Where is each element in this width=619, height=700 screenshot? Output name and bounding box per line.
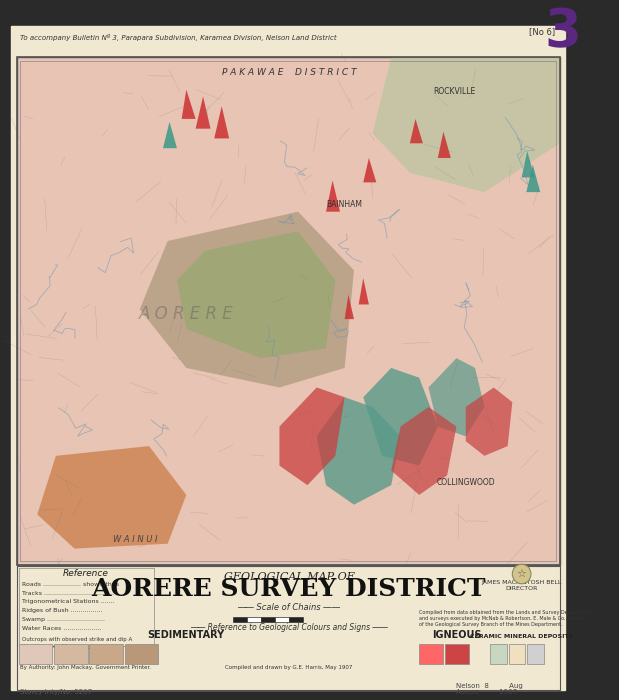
Text: Outcrops with observed strike and dip A: Outcrops with observed strike and dip A xyxy=(22,638,132,643)
Text: Compiled from data obtained from the Lands and Survey Department,
and surveys ex: Compiled from data obtained from the Lan… xyxy=(419,610,592,626)
Polygon shape xyxy=(410,119,423,144)
Polygon shape xyxy=(345,295,354,319)
Circle shape xyxy=(513,564,531,584)
Text: Aorere         1907: Aorere 1907 xyxy=(456,689,517,695)
Text: Workings or Mines    △: Workings or Mines △ xyxy=(22,644,93,649)
Bar xyxy=(125,644,158,664)
Bar xyxy=(445,644,469,664)
Text: Storey Inty/No. 5267: Storey Inty/No. 5267 xyxy=(20,689,93,695)
Text: Water Races ...................: Water Races ................... xyxy=(22,626,102,631)
Polygon shape xyxy=(438,132,451,158)
Text: JAMES MACKINTOSH BELL
DIRECTOR: JAMES MACKINTOSH BELL DIRECTOR xyxy=(482,580,562,591)
Text: ☆: ☆ xyxy=(517,569,527,579)
Text: Roads ................... shown thus: Roads ................... shown thus xyxy=(22,582,119,587)
Bar xyxy=(247,617,261,622)
Polygon shape xyxy=(363,158,376,183)
Bar xyxy=(527,644,544,664)
Polygon shape xyxy=(363,368,438,466)
Polygon shape xyxy=(163,122,177,148)
Bar xyxy=(19,644,52,664)
Bar xyxy=(89,644,123,664)
Polygon shape xyxy=(177,231,335,358)
Polygon shape xyxy=(196,97,210,129)
Bar xyxy=(19,568,154,646)
Text: SEDIMENTARY: SEDIMENTARY xyxy=(148,631,225,640)
Polygon shape xyxy=(391,407,456,495)
Text: By Authority: John Mackay, Government Printer.: By Authority: John Mackay, Government Pr… xyxy=(20,665,152,670)
Polygon shape xyxy=(428,358,485,436)
Text: AORERE SURVEY DISTRICT: AORERE SURVEY DISTRICT xyxy=(92,577,486,601)
Polygon shape xyxy=(526,164,540,193)
Bar xyxy=(289,617,303,622)
Text: IGNEOUS: IGNEOUS xyxy=(431,631,481,640)
Text: CERAMIC MINERAL DEPOSITS: CERAMIC MINERAL DEPOSITS xyxy=(470,634,573,640)
Text: ―― Scale of Chains ――: ―― Scale of Chains ―― xyxy=(237,603,340,612)
Bar xyxy=(509,644,526,664)
Polygon shape xyxy=(358,278,369,304)
Bar xyxy=(490,644,507,664)
Polygon shape xyxy=(37,446,186,549)
Polygon shape xyxy=(279,388,345,485)
Text: 3: 3 xyxy=(545,6,582,59)
Bar xyxy=(17,57,560,565)
Polygon shape xyxy=(373,57,560,192)
Polygon shape xyxy=(140,211,354,388)
Text: A O R E R E: A O R E R E xyxy=(139,305,234,323)
Text: BAINHAM: BAINHAM xyxy=(327,199,363,209)
Bar xyxy=(17,57,560,565)
Bar xyxy=(275,617,289,622)
Text: P A K A W A E    D I S T R I C T: P A K A W A E D I S T R I C T xyxy=(222,68,356,77)
Bar xyxy=(54,644,87,664)
Text: To accompany Bulletin Nº 3, Parapara Subdivision, Karamea Division, Nelson Land : To accompany Bulletin Nº 3, Parapara Sub… xyxy=(20,34,337,41)
Bar xyxy=(419,644,443,664)
Text: GEOLOGICAL MAP OF: GEOLOGICAL MAP OF xyxy=(223,572,354,582)
Polygon shape xyxy=(181,90,196,119)
Bar xyxy=(261,617,275,622)
Polygon shape xyxy=(522,151,535,178)
Text: Tracks ...................................: Tracks .................................… xyxy=(22,591,115,596)
Bar xyxy=(17,566,560,690)
Text: [No 6]: [No 6] xyxy=(529,27,555,36)
Text: Reference: Reference xyxy=(63,569,109,578)
Text: Trigonometrical Stations .......: Trigonometrical Stations ....... xyxy=(22,599,115,604)
Text: W A I N U I: W A I N U I xyxy=(113,535,157,544)
Bar xyxy=(233,617,247,622)
Polygon shape xyxy=(326,181,340,211)
Polygon shape xyxy=(317,397,400,505)
Text: COLLINGWOOD: COLLINGWOOD xyxy=(436,478,495,487)
Text: ―― Reference to Geological Colours and Signs ――: ―― Reference to Geological Colours and S… xyxy=(190,623,387,631)
Polygon shape xyxy=(465,388,513,456)
Text: Nelson  8         Aug: Nelson 8 Aug xyxy=(456,683,523,689)
Text: Swamp .............................: Swamp ............................. xyxy=(22,617,105,622)
Text: Compiled and drawn by G.E. Harris, May 1907: Compiled and drawn by G.E. Harris, May 1… xyxy=(225,665,352,670)
Text: Ridges of Bush ................: Ridges of Bush ................ xyxy=(22,608,103,613)
Polygon shape xyxy=(214,106,229,139)
Text: ROCKVILLE: ROCKVILLE xyxy=(433,88,475,97)
Bar xyxy=(20,62,556,561)
